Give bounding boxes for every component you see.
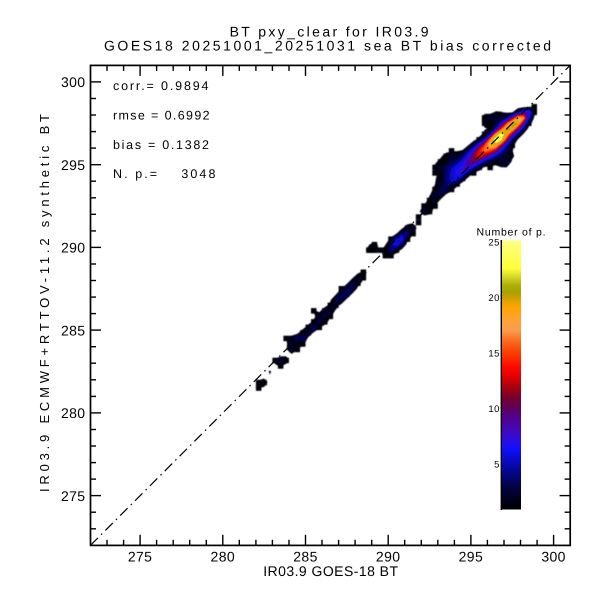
- svg-text:275: 275: [128, 549, 153, 565]
- svg-text:10: 10: [488, 404, 499, 415]
- svg-text:rmse = 0.6992: rmse = 0.6992: [113, 109, 210, 123]
- svg-text:295: 295: [459, 549, 484, 565]
- svg-text:290: 290: [376, 549, 401, 565]
- svg-text:285: 285: [293, 549, 318, 565]
- svg-text:15: 15: [488, 349, 499, 360]
- svg-text:300: 300: [61, 74, 86, 90]
- svg-text:Number of p.: Number of p.: [477, 227, 546, 239]
- svg-text:corr.= 0.9894: corr.= 0.9894: [113, 79, 209, 93]
- svg-text:N. p.= 3048: N. p.= 3048: [113, 167, 215, 181]
- svg-text:BT pxy_clear for IR03.9: BT pxy_clear for IR03.9: [230, 24, 429, 40]
- svg-text:280: 280: [61, 405, 86, 421]
- svg-text:IR03.9 GOES-18 BT: IR03.9 GOES-18 BT: [263, 563, 398, 579]
- svg-text:280: 280: [211, 549, 236, 565]
- svg-text:295: 295: [61, 157, 86, 173]
- svg-text:285: 285: [61, 322, 86, 338]
- svg-text:25: 25: [488, 238, 499, 249]
- svg-text:300: 300: [541, 549, 566, 565]
- svg-text:GOES18 20251001_20251031 sea B: GOES18 20251001_20251031 sea BT bias cor…: [104, 37, 551, 53]
- svg-text:275: 275: [61, 488, 86, 504]
- svg-text:20: 20: [488, 293, 499, 304]
- svg-text:290: 290: [61, 240, 86, 256]
- svg-text:IR03.9 ECMWF+RTTOV-11.2 synthe: IR03.9 ECMWF+RTTOV-11.2 synthetic BT: [37, 114, 52, 492]
- svg-text:5: 5: [494, 460, 500, 471]
